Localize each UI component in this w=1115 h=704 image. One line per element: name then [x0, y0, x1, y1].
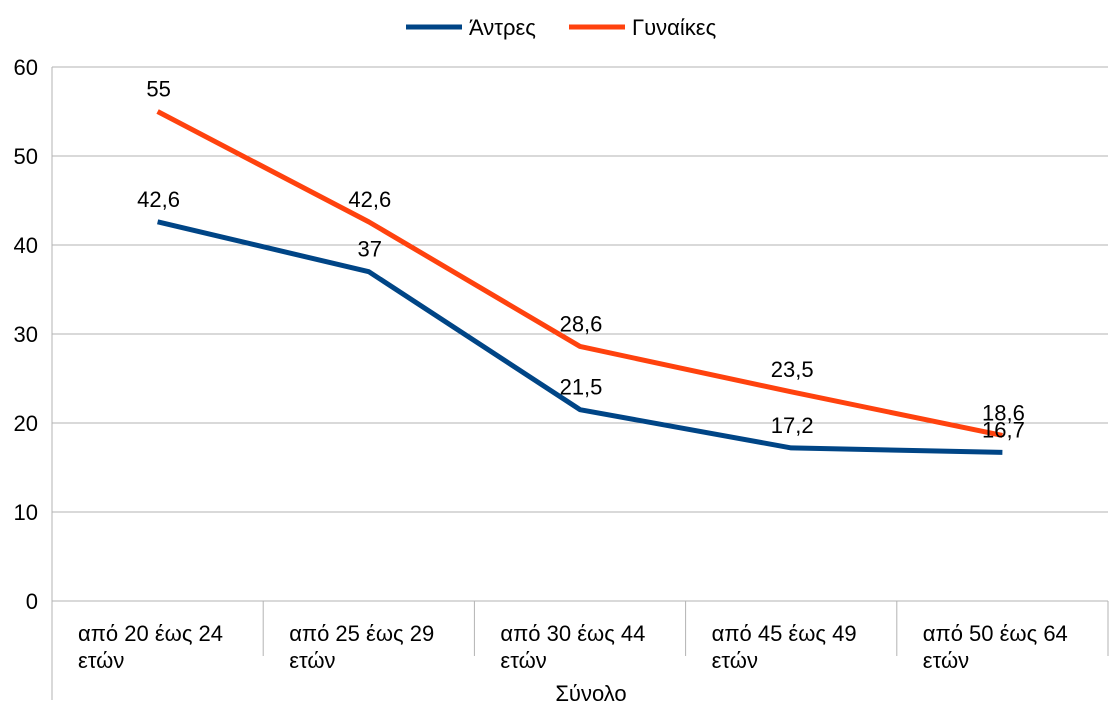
legend-label: Γυναίκες: [632, 15, 716, 40]
data-label: 16,7: [982, 417, 1025, 442]
y-tick-label: 50: [14, 144, 38, 169]
y-tick-label: 60: [14, 55, 38, 80]
legend-label: Άντρες: [469, 15, 536, 40]
data-label: 37: [358, 237, 382, 262]
y-tick-label: 10: [14, 500, 38, 525]
data-label: 17,2: [771, 413, 814, 438]
data-label: 42,6: [348, 187, 391, 212]
data-label: 21,5: [560, 375, 603, 400]
x-tick-label: από 25 έως 29 ετών: [289, 621, 434, 673]
data-label: 18,6: [982, 400, 1025, 425]
data-labels: 42,6 37 21,5 17,2 16,7 55 42,6 28,6 23,5 18,6: [137, 77, 1025, 443]
x-tick-label: από 20 έως 24 ετών: [78, 621, 223, 673]
data-label: 28,6: [560, 311, 603, 336]
y-tick-label: 0: [26, 589, 38, 614]
y-tick-label: 20: [14, 411, 38, 436]
gridlines: [52, 66, 1108, 602]
x-tick-label: από 30 έως 44 ετών: [500, 621, 645, 673]
series-line: [157, 219, 1003, 455]
series-lines: [156, 109, 1003, 455]
y-tick-label: 40: [14, 233, 38, 258]
x-tick-label: από 45 έως 49 ετών: [712, 621, 857, 673]
axes: 0 10 20 30 40 50 60 από 20 έως 24 ετών από 25 έως…: [14, 55, 1109, 700]
data-label: 55: [146, 77, 170, 102]
x-tick-label: από 50 έως 64 ετών: [923, 621, 1068, 673]
legend: Άντρες Γυναίκες: [406, 15, 716, 40]
data-label: 42,6: [137, 187, 180, 212]
data-label: 23,5: [771, 357, 814, 382]
y-tick-label: 30: [14, 322, 38, 347]
x-axis-title: Σύνολο: [555, 681, 626, 704]
